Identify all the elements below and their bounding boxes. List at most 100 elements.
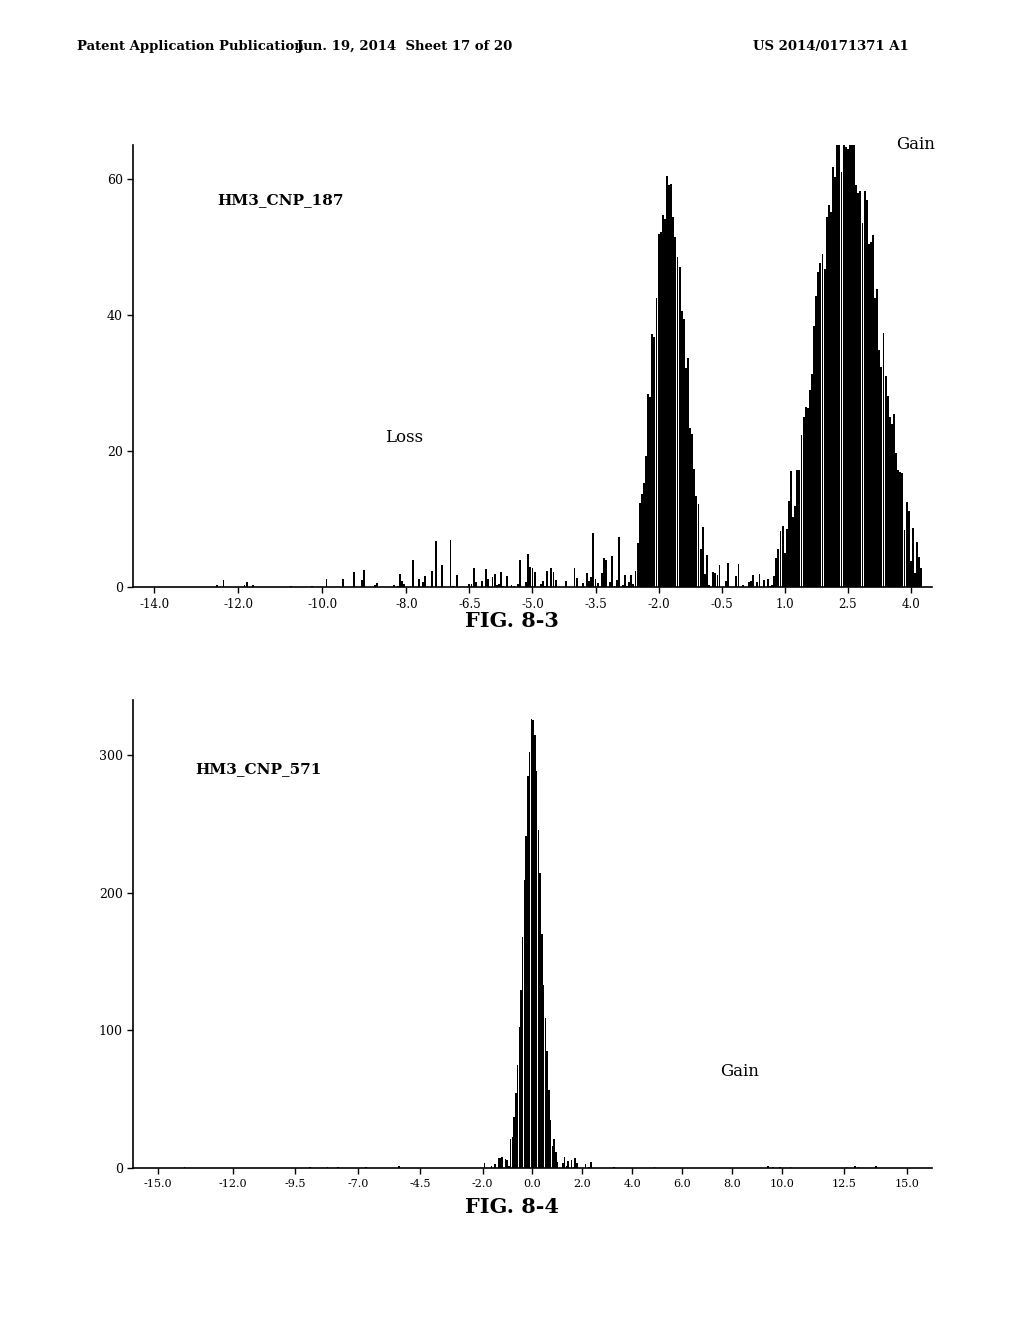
Bar — [546, 570, 548, 587]
Bar — [547, 1051, 548, 1168]
Bar — [555, 1151, 557, 1168]
Bar — [719, 565, 721, 587]
Bar — [872, 235, 873, 587]
Bar — [222, 579, 224, 587]
Bar — [564, 1156, 565, 1168]
Bar — [246, 582, 248, 587]
Bar — [715, 573, 717, 587]
Bar — [518, 1027, 520, 1168]
Bar — [735, 576, 737, 587]
Bar — [769, 586, 771, 587]
Bar — [671, 183, 672, 587]
Bar — [697, 504, 699, 587]
Bar — [550, 1119, 552, 1168]
Bar — [374, 585, 376, 587]
Bar — [517, 585, 519, 587]
Bar — [617, 537, 620, 587]
Bar — [498, 585, 500, 587]
Bar — [901, 473, 903, 587]
Bar — [545, 1018, 546, 1168]
Text: HM3_CNP_571: HM3_CNP_571 — [196, 762, 322, 776]
Bar — [540, 583, 542, 587]
Bar — [905, 502, 907, 587]
Bar — [399, 574, 401, 587]
Bar — [502, 586, 504, 587]
Bar — [689, 428, 691, 587]
Bar — [252, 585, 254, 587]
Bar — [494, 574, 496, 587]
Bar — [588, 581, 590, 587]
Bar — [859, 191, 861, 587]
Bar — [675, 236, 677, 587]
Bar — [622, 585, 624, 587]
Bar — [637, 543, 639, 587]
Bar — [615, 581, 617, 587]
Bar — [767, 578, 769, 587]
Bar — [801, 436, 803, 587]
Bar — [791, 471, 792, 587]
Bar — [885, 376, 887, 587]
Bar — [508, 1166, 510, 1168]
Bar — [847, 149, 849, 587]
Bar — [809, 389, 811, 587]
Bar — [825, 216, 827, 587]
Bar — [889, 417, 891, 587]
Bar — [753, 576, 754, 587]
Bar — [641, 494, 643, 587]
Bar — [833, 168, 834, 587]
Bar — [893, 413, 895, 587]
Bar — [500, 1158, 501, 1168]
Bar — [597, 583, 599, 587]
Bar — [529, 752, 530, 1168]
Bar — [216, 585, 218, 587]
Bar — [412, 560, 414, 587]
Bar — [565, 1166, 567, 1168]
Bar — [861, 223, 863, 587]
Bar — [500, 573, 502, 587]
Bar — [647, 393, 649, 587]
Bar — [473, 568, 474, 587]
Text: FIG. 8-4: FIG. 8-4 — [465, 1197, 559, 1217]
Bar — [571, 1160, 572, 1168]
Bar — [713, 572, 714, 587]
Bar — [494, 1163, 496, 1168]
Bar — [655, 298, 657, 587]
Bar — [631, 574, 632, 587]
Bar — [529, 566, 531, 587]
Bar — [575, 578, 578, 587]
Bar — [677, 257, 679, 587]
Bar — [590, 1162, 592, 1168]
Bar — [819, 263, 821, 587]
Bar — [853, 128, 855, 587]
Bar — [530, 719, 532, 1168]
Bar — [361, 579, 364, 587]
Bar — [431, 572, 432, 587]
Bar — [699, 549, 701, 587]
Bar — [490, 1166, 493, 1168]
Bar — [691, 434, 693, 587]
Bar — [422, 582, 424, 587]
Bar — [855, 185, 857, 587]
Bar — [418, 578, 420, 587]
Bar — [649, 397, 651, 587]
Bar — [912, 528, 913, 587]
Bar — [895, 453, 897, 587]
Bar — [863, 191, 865, 587]
Bar — [916, 543, 919, 587]
Bar — [783, 553, 785, 587]
Bar — [498, 1158, 499, 1168]
Bar — [717, 576, 719, 587]
Bar — [633, 585, 634, 587]
Bar — [452, 586, 454, 587]
Bar — [525, 836, 527, 1168]
Bar — [553, 572, 554, 587]
Bar — [673, 216, 674, 587]
Bar — [799, 470, 801, 587]
Bar — [485, 569, 487, 587]
Bar — [849, 127, 851, 587]
Bar — [542, 935, 543, 1168]
Bar — [777, 549, 779, 587]
Bar — [591, 577, 592, 587]
Bar — [536, 771, 538, 1168]
Bar — [830, 213, 831, 587]
